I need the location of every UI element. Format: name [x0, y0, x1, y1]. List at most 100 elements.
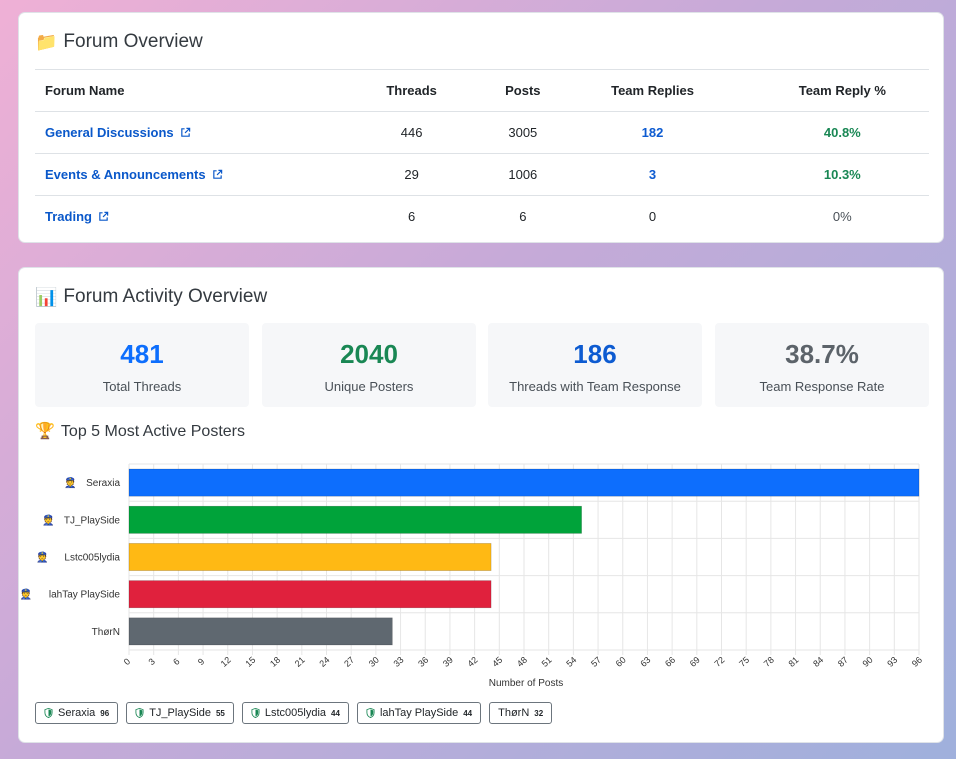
trophy-icon: 🏆 — [35, 423, 55, 440]
x-tick-label: 21 — [293, 655, 307, 669]
stat-threads-team-response: 186 Threads with Team Response — [488, 323, 702, 407]
x-tick-label: 36 — [416, 655, 430, 669]
team-member-icon: 👮 — [42, 513, 54, 526]
column-header: Team Replies — [549, 69, 756, 112]
column-header: Forum Name — [35, 69, 327, 112]
forum-overview-title: 📁 Forum Overview — [35, 31, 203, 53]
x-tick-label: 18 — [268, 655, 282, 669]
table-header-row: Forum Name Threads Posts Team Replies Te… — [35, 69, 929, 112]
stat-value: 186 — [573, 339, 617, 369]
top-posters-title: 🏆 Top 5 Most Active Posters — [35, 423, 245, 441]
team-reply-pct-cell: 40.8% — [755, 111, 929, 154]
stat-label: Team Response Rate — [759, 379, 885, 394]
shield-icon — [135, 708, 144, 718]
column-header: Team Reply % — [755, 69, 929, 112]
posts-cell: 3005 — [496, 111, 550, 154]
category-label: Seraxia — [86, 478, 120, 489]
x-tick-label: 24 — [317, 655, 331, 669]
x-tick-label: 90 — [861, 655, 875, 669]
threads-cell: 29 — [326, 153, 497, 196]
team-replies-cell: 182 — [549, 111, 756, 154]
poster-name: Seraxia — [58, 707, 96, 719]
poster-name: TJ_PlaySide — [149, 707, 211, 719]
top-posters-title-text: Top 5 Most Active Posters — [60, 423, 245, 440]
forum-activity-title: 📊 Forum Activity Overview — [35, 286, 267, 308]
poster-name: ThørN — [498, 707, 530, 719]
x-tick-label: 63 — [638, 655, 652, 669]
table-row: Trading 6 6 0 0% — [35, 196, 929, 238]
forum-link-events-announcements[interactable]: Events & Announcements — [45, 167, 223, 182]
x-tick-label: 84 — [811, 655, 825, 669]
bar — [128, 505, 582, 534]
x-tick-label: 66 — [663, 655, 677, 669]
stat-value: 481 — [120, 339, 164, 369]
threads-cell: 446 — [326, 111, 497, 154]
bar — [128, 617, 393, 646]
shield-icon — [366, 708, 375, 718]
stat-value: 38.7% — [785, 339, 859, 369]
posts-cell: 6 — [519, 209, 527, 224]
team-replies-cell: 0 — [648, 209, 657, 224]
poster-count: 96 — [100, 708, 110, 718]
forum-link-general-discussions[interactable]: General Discussions — [45, 125, 191, 140]
x-tick-label: 87 — [836, 655, 850, 669]
x-tick-label: 0 — [122, 656, 132, 667]
forum-link-trading[interactable]: Trading — [45, 209, 109, 224]
x-tick-label: 60 — [614, 655, 628, 669]
stat-label: Threads with Team Response — [509, 379, 681, 394]
poster-badge: Lstc005lydia 44 — [241, 702, 349, 724]
external-link-icon — [180, 127, 190, 137]
bar — [128, 543, 492, 571]
stat-total-threads: 481 Total Threads — [35, 323, 249, 407]
x-tick-label: 57 — [589, 655, 603, 669]
category-label: TJ_PlaySide — [64, 515, 121, 526]
forum-table: Forum Name Threads Posts Team Replies Te… — [35, 69, 929, 237]
bar — [128, 580, 492, 609]
bar — [128, 468, 920, 497]
poster-badges: Seraxia 96 TJ_PlaySide 55 Lstc005lydia 44 lahT… — [35, 702, 553, 724]
stat-unique-posters: 2040 Unique Posters — [262, 323, 476, 407]
poster-badge: TJ_PlaySide 55 — [126, 702, 234, 724]
threads-cell: 6 — [407, 209, 416, 224]
x-tick-label: 51 — [540, 655, 554, 669]
team-member-icon: 👮 — [20, 588, 32, 601]
posts-cell: 1006 — [496, 153, 550, 196]
x-tick-label: 27 — [342, 655, 356, 669]
external-link-icon — [99, 211, 109, 221]
x-tick-label: 93 — [885, 655, 899, 669]
table-row: Events & Announcements 29 1006 3 10.3% — [35, 153, 929, 196]
stat-value: 2040 — [340, 339, 398, 369]
x-tick-label: 33 — [391, 655, 405, 669]
forum-name: Events & Announcements — [45, 167, 206, 182]
top-posters-chart: Seraxia 👮 TJ_PlaySide 👮 Lstc005lydia 👮 lahTay … — [20, 463, 924, 689]
table-row: General Discussions 446 3005 182 40.8% — [35, 111, 929, 154]
forum-overview-title-text: Forum Overview — [63, 31, 203, 52]
forum-activity-title-text: Forum Activity Overview — [63, 286, 268, 307]
poster-count: 44 — [331, 708, 340, 718]
column-header: Threads — [326, 69, 497, 112]
shield-icon — [44, 708, 53, 718]
poster-badge: lahTay PlaySide 44 — [356, 702, 482, 724]
x-tick-label: 12 — [219, 655, 233, 669]
x-tick-label: 72 — [712, 655, 726, 669]
x-tick-label: 30 — [367, 655, 381, 669]
x-tick-label: 48 — [515, 655, 529, 669]
team-member-icon: 👮 — [36, 551, 48, 564]
forum-name: General Discussions — [45, 125, 174, 140]
stat-label: Total Threads — [102, 379, 182, 394]
team-reply-pct-cell: 10.3% — [755, 153, 929, 196]
shield-icon — [251, 708, 260, 718]
team-reply-pct-cell: 0% — [832, 209, 852, 224]
x-tick-label: 9 — [196, 656, 206, 667]
x-tick-label: 15 — [243, 655, 257, 669]
stat-team-response-rate: 38.7% Team Response Rate — [715, 323, 929, 407]
x-tick-label: 42 — [466, 655, 480, 669]
poster-count: 44 — [463, 708, 473, 718]
poster-name: Lstc005lydia — [264, 707, 327, 719]
folder-icon: 📁 — [35, 32, 58, 52]
poster-name: lahTay PlaySide — [379, 707, 459, 719]
x-tick-label: 45 — [490, 655, 504, 669]
poster-count: 32 — [534, 708, 544, 718]
x-tick-label: 69 — [688, 655, 702, 669]
x-axis-label: Number of Posts — [489, 678, 563, 689]
